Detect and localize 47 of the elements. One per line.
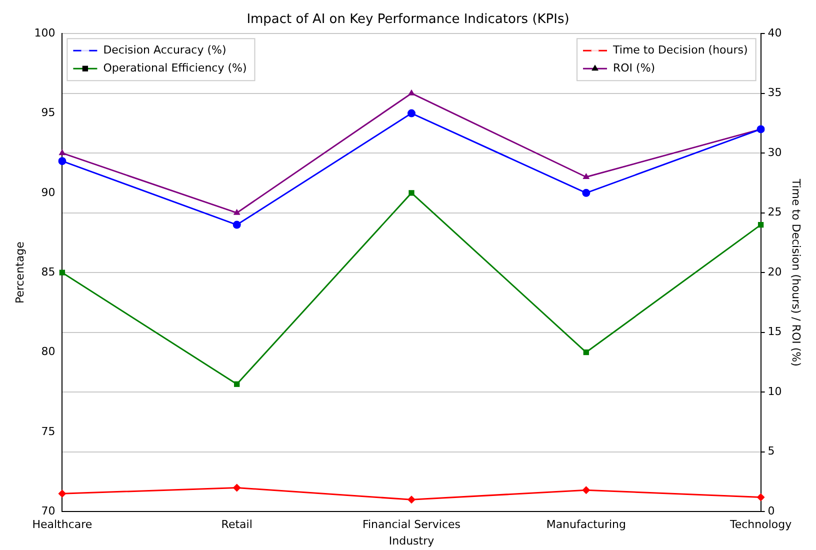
point [58,157,66,166]
y-tick-label: 90 [41,186,56,199]
point [758,222,764,228]
point [756,493,765,502]
point [583,349,589,356]
y2-tick-label: 30 [768,146,782,159]
point [582,173,590,179]
x-axis-title: Industry [388,534,435,548]
y-tick-label: 95 [41,106,56,120]
point [232,484,241,492]
x-tick-label: Financial Services [362,518,461,532]
point [408,496,416,504]
point [58,149,66,156]
point [234,381,240,387]
legend-label: Decision Accuracy (%) [103,43,226,56]
point [582,486,590,494]
point [233,208,240,215]
legend-label: Time to Decision (hours) [612,43,748,56]
point [58,490,66,498]
point [408,190,414,196]
y2-tick-label: 35 [768,86,782,100]
legend-label: Operational Efficiency (%) [103,61,247,74]
y2-tick-label: 10 [768,384,782,398]
y-tick-label: 80 [41,345,56,358]
point [408,109,416,118]
y-tick-label: 85 [41,265,56,278]
y2-axis-title: Time to Decision (hours) / ROI (%) [790,178,803,366]
x-tick-label: Technology [728,518,792,532]
y-tick-label: 100 [34,26,56,40]
point [232,220,241,229]
y2-tick-label: 20 [768,265,782,278]
chart-title: Impact of AI on Key Performance Indicators (KPIs) [246,12,570,28]
y-tick-label: 75 [41,424,56,438]
y-axis-title: Percentage [13,241,26,304]
point [408,89,415,96]
point [59,270,66,276]
y2-tick-label: 40 [768,26,782,40]
x-tick-label: Healthcare [32,518,92,532]
y2-tick-label: 5 [768,444,775,458]
y2-tick-label: 15 [768,325,782,338]
point [582,188,590,197]
y2-tick-label: 0 [768,504,775,518]
x-tick-label: Manufacturing [546,518,626,532]
y-tick-label: 70 [41,504,56,518]
legend-label: ROI (%) [613,61,656,74]
y2-tick-label: 25 [768,206,782,219]
x-tick-label: Retail [221,518,252,532]
